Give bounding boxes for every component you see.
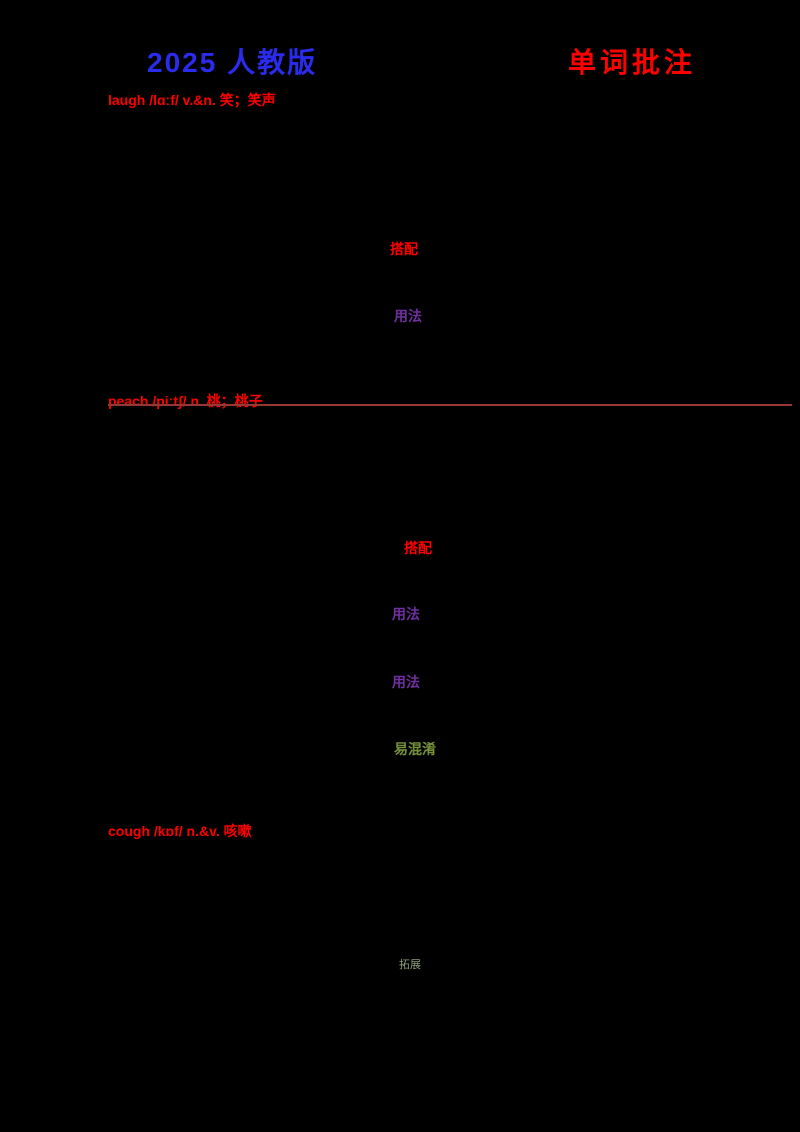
annotation-label-usage: 用法 xyxy=(392,606,420,622)
annotation-label-collocation: 搭配 xyxy=(404,540,432,556)
annotation-label-usage: 用法 xyxy=(394,308,422,324)
annotation-label-confusable: 易混淆 xyxy=(394,741,436,757)
annotation-label-collocation: 搭配 xyxy=(390,241,418,257)
edition-title: 2025 人教版 xyxy=(147,47,318,78)
annotation-label-usage: 用法 xyxy=(392,674,420,690)
entry-headword: cough /kɒf/ n.&v. 咳嗽 xyxy=(108,823,252,839)
entry-headword: peach /piːtʃ/ n. 桃；桃子 xyxy=(108,393,263,409)
section-divider xyxy=(108,404,792,406)
page-title: 单词批注 xyxy=(568,47,697,78)
entry-headword: laugh /lɑːf/ v.&n. 笑；笑声 xyxy=(108,92,276,108)
annotation-label-extension: 拓展 xyxy=(399,959,421,971)
